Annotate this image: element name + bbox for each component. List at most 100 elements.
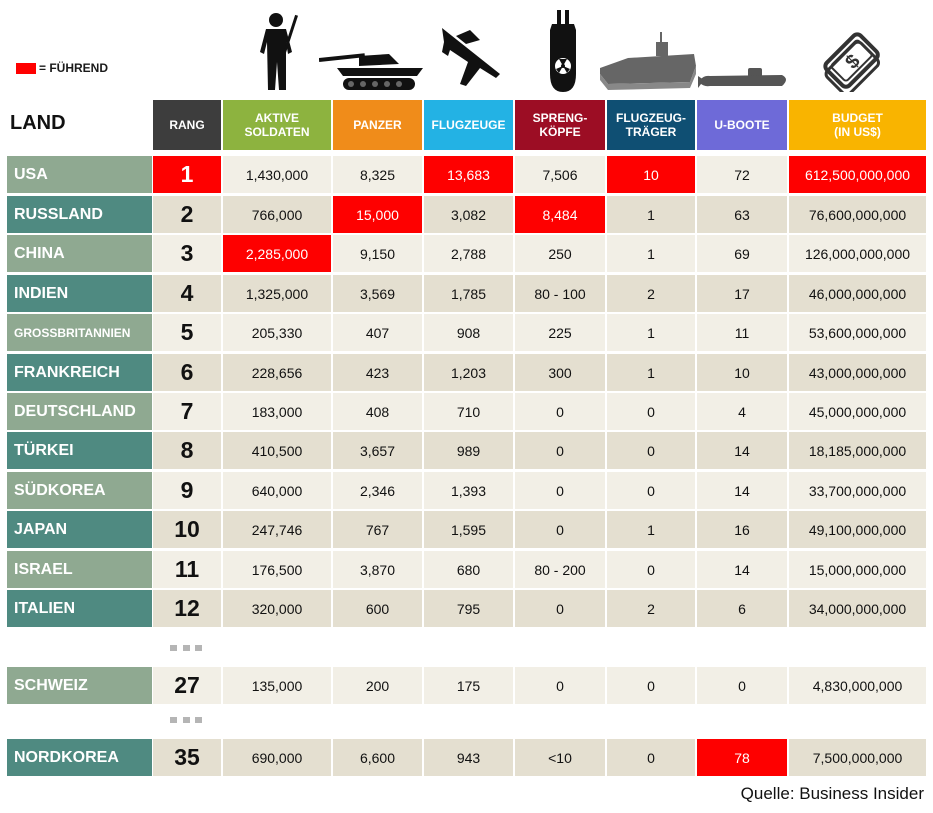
cell-warheads: 300 [515, 354, 605, 391]
cell-soldiers: 410,500 [223, 432, 331, 469]
cell-budget: 46,000,000,000 [789, 275, 926, 312]
table-row: CHINA 3 2,285,000 9,150 2,788 250 1 69 126,000,0… [7, 235, 926, 272]
table-row: SCHWEIZ 27 135,000 200 175 0 0 0 4,830,000,000 [7, 667, 926, 704]
legend-label: = FÜHREND [39, 61, 109, 75]
cell-rank: 8 [153, 432, 221, 469]
ellipsis-separator [170, 645, 202, 651]
cell-soldiers: 228,656 [223, 354, 331, 391]
cell-carriers: 1 [607, 354, 695, 391]
fighter-jet-icon [432, 8, 510, 92]
cell-tanks: 200 [333, 667, 422, 704]
cell-warheads: <10 [515, 739, 605, 776]
soldier-icon [238, 8, 318, 92]
table-row: TÜRKEI 8 410,500 3,657 989 0 0 14 18,185,000,000 [7, 432, 926, 469]
cell-warheads: 0 [515, 393, 605, 430]
cell-carriers: 0 [607, 667, 695, 704]
cell-subs: 14 [697, 551, 787, 588]
cell-soldiers: 1,430,000 [223, 156, 331, 193]
cell-tanks: 3,657 [333, 432, 422, 469]
cell-warheads: 0 [515, 590, 605, 627]
cell-rank: 2 [153, 196, 221, 233]
cell-warheads: 0 [515, 472, 605, 509]
cell-rank: 10 [153, 511, 221, 548]
cell-warheads: 250 [515, 235, 605, 272]
cell-aircraft: 1,203 [424, 354, 513, 391]
cell-warheads: 0 [515, 667, 605, 704]
cell-warheads: 8,484 [515, 196, 605, 233]
cell-aircraft: 1,595 [424, 511, 513, 548]
cell-tanks: 6,600 [333, 739, 422, 776]
cell-soldiers: 690,000 [223, 739, 331, 776]
header-soldiers: AKTIVE SOLDATEN [223, 100, 331, 150]
cell-carriers: 2 [607, 275, 695, 312]
svg-text:$: $ [841, 50, 864, 73]
cell-soldiers: 320,000 [223, 590, 331, 627]
cell-carriers: 1 [607, 235, 695, 272]
country-name: INDIEN [7, 275, 152, 312]
cell-subs: 16 [697, 511, 787, 548]
cell-tanks: 407 [333, 314, 422, 351]
country-name: DEUTSCHLAND [7, 393, 152, 430]
table-row: ISRAEL 11 176,500 3,870 680 80 - 200 0 14 15,000… [7, 551, 926, 588]
header-subs: U-BOOTE [697, 100, 787, 150]
cell-budget: 49,100,000,000 [789, 511, 926, 548]
cell-aircraft: 1,393 [424, 472, 513, 509]
cell-rank: 3 [153, 235, 221, 272]
cell-soldiers: 2,285,000 [223, 235, 331, 272]
cell-rank: 5 [153, 314, 221, 351]
cell-carriers: 1 [607, 314, 695, 351]
cell-tanks: 15,000 [333, 196, 422, 233]
land-header: LAND [10, 112, 66, 134]
cell-subs: 63 [697, 196, 787, 233]
source-note: Quelle: Business Insider [740, 784, 924, 803]
country-name: SÜDKOREA [7, 472, 152, 509]
cell-tanks: 2,346 [333, 472, 422, 509]
cell-tanks: 600 [333, 590, 422, 627]
cell-budget: 612,500,000,000 [789, 156, 926, 193]
cell-carriers: 1 [607, 196, 695, 233]
cell-carriers: 0 [607, 393, 695, 430]
cell-subs: 69 [697, 235, 787, 272]
cell-warheads: 225 [515, 314, 605, 351]
cell-aircraft: 680 [424, 551, 513, 588]
table-row: FRANKREICH 6 228,656 423 1,203 300 1 10 43,000,0… [7, 354, 926, 391]
cell-soldiers: 1,325,000 [223, 275, 331, 312]
table-row: NORDKOREA 35 690,000 6,600 943 <10 0 78 7,500,00… [7, 739, 926, 776]
cell-carriers: 0 [607, 551, 695, 588]
cell-budget: 7,500,000,000 [789, 739, 926, 776]
cell-tanks: 767 [333, 511, 422, 548]
nuclear-bomb-icon [528, 8, 598, 92]
cell-rank: 6 [153, 354, 221, 391]
cell-aircraft: 710 [424, 393, 513, 430]
cell-subs: 0 [697, 667, 787, 704]
cell-aircraft: 3,082 [424, 196, 513, 233]
cell-carriers: 1 [607, 511, 695, 548]
cell-aircraft: 2,788 [424, 235, 513, 272]
header-budget: BUDGET (IN US$) [789, 100, 926, 150]
ellipsis-separator [170, 717, 202, 723]
country-name: RUSSLAND [7, 196, 152, 233]
cell-rank: 12 [153, 590, 221, 627]
header-warheads: SPRENG- KÖPFE [515, 100, 605, 150]
cell-soldiers: 766,000 [223, 196, 331, 233]
table-row: SÜDKOREA 9 640,000 2,346 1,393 0 0 14 33,700,000… [7, 472, 926, 509]
cell-subs: 14 [697, 432, 787, 469]
country-name: SCHWEIZ [7, 667, 152, 704]
cell-budget: 34,000,000,000 [789, 590, 926, 627]
cell-rank: 1 [153, 156, 221, 193]
cell-subs: 6 [697, 590, 787, 627]
country-name: ISRAEL [7, 551, 152, 588]
cell-budget: 43,000,000,000 [789, 354, 926, 391]
cell-subs: 4 [697, 393, 787, 430]
cell-aircraft: 795 [424, 590, 513, 627]
cell-aircraft: 175 [424, 667, 513, 704]
cell-soldiers: 176,500 [223, 551, 331, 588]
country-name: CHINA [7, 235, 152, 272]
cell-aircraft: 908 [424, 314, 513, 351]
cell-aircraft: 13,683 [424, 156, 513, 193]
header-aircraft: FLUGZEUGE [424, 100, 513, 150]
cell-aircraft: 989 [424, 432, 513, 469]
cell-tanks: 423 [333, 354, 422, 391]
table-row: INDIEN 4 1,325,000 3,569 1,785 80 - 100 2 17 46,… [7, 275, 926, 312]
header-rank: RANG [153, 100, 221, 150]
